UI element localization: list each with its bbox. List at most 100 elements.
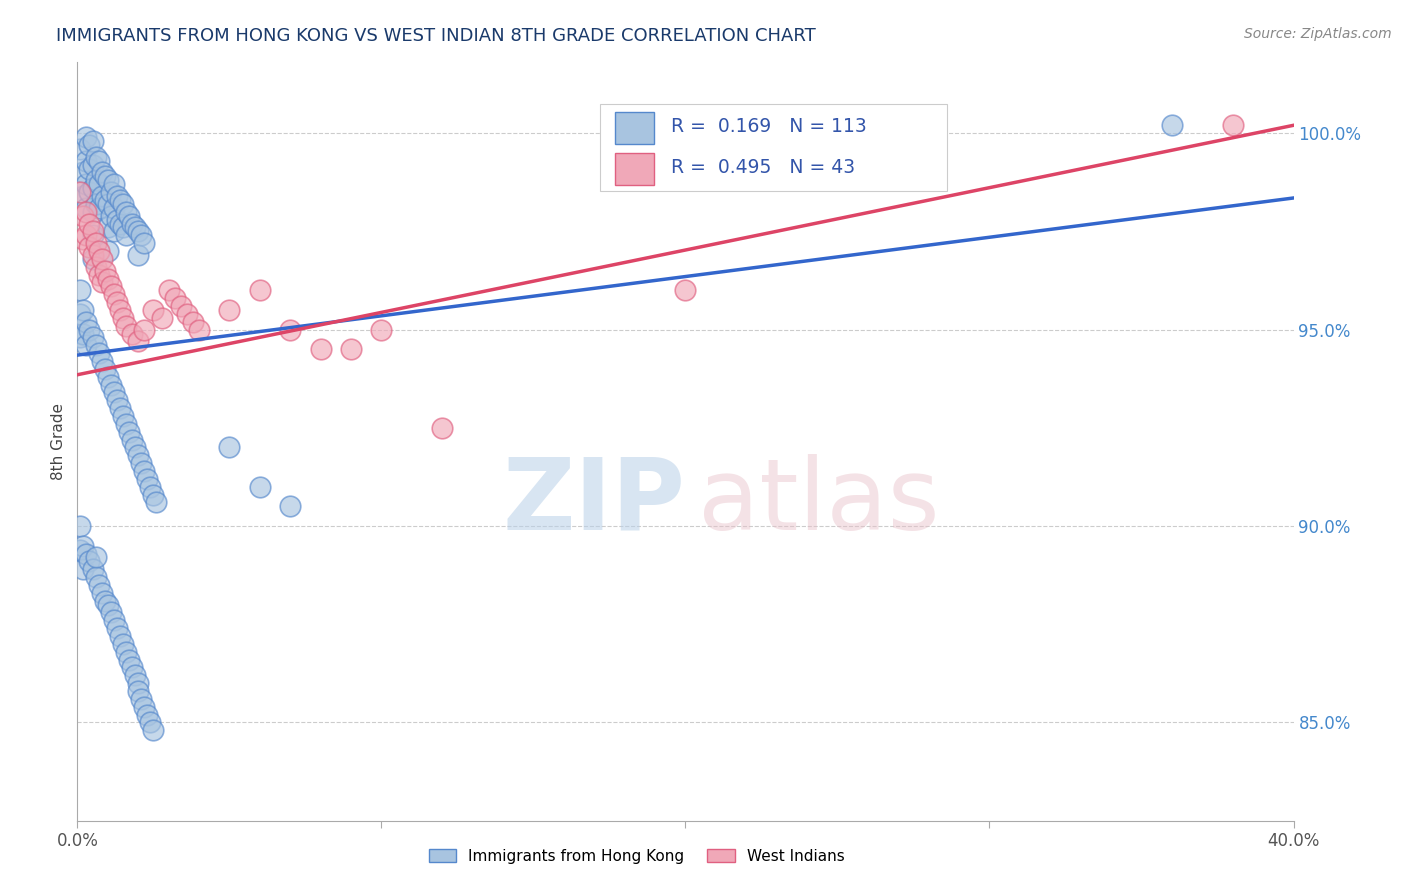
Point bbox=[176, 307, 198, 321]
Point bbox=[97, 598, 120, 612]
Point bbox=[84, 173, 107, 187]
Point bbox=[72, 232, 94, 246]
Point bbox=[134, 464, 156, 478]
Point bbox=[103, 613, 125, 627]
Point bbox=[105, 212, 128, 227]
Point bbox=[69, 307, 91, 321]
Point bbox=[79, 161, 101, 176]
Point bbox=[103, 385, 125, 400]
Point bbox=[82, 252, 104, 266]
Point bbox=[121, 660, 143, 674]
Point bbox=[82, 562, 104, 576]
Point bbox=[97, 220, 120, 235]
Point bbox=[90, 276, 112, 290]
Point bbox=[115, 204, 138, 219]
Point bbox=[84, 338, 107, 352]
Point bbox=[430, 421, 453, 435]
Point bbox=[93, 362, 115, 376]
Point bbox=[134, 322, 156, 336]
Point bbox=[105, 621, 128, 635]
Point bbox=[82, 181, 104, 195]
Point bbox=[278, 500, 301, 514]
Point bbox=[111, 197, 134, 211]
Point bbox=[69, 519, 91, 533]
Text: ZIP: ZIP bbox=[502, 454, 686, 550]
Point bbox=[124, 668, 146, 682]
Y-axis label: 8th Grade: 8th Grade bbox=[51, 403, 66, 480]
Point bbox=[136, 707, 159, 722]
Point bbox=[75, 153, 97, 168]
Point bbox=[218, 441, 240, 455]
Point bbox=[90, 354, 112, 368]
Point bbox=[69, 330, 91, 344]
Point bbox=[93, 169, 115, 184]
Point bbox=[100, 209, 122, 223]
Point bbox=[100, 185, 122, 199]
Point bbox=[249, 480, 271, 494]
Point bbox=[82, 204, 104, 219]
Point bbox=[97, 197, 120, 211]
Point bbox=[163, 291, 186, 305]
Point bbox=[111, 310, 134, 325]
Point bbox=[309, 343, 332, 357]
Point bbox=[1222, 118, 1244, 132]
Point bbox=[75, 130, 97, 145]
Point bbox=[115, 417, 138, 431]
Point bbox=[75, 178, 97, 192]
Point bbox=[134, 236, 156, 251]
Point bbox=[87, 346, 110, 360]
Point bbox=[121, 433, 143, 447]
Point bbox=[142, 487, 165, 501]
Point bbox=[84, 260, 107, 274]
Point bbox=[103, 224, 125, 238]
Point bbox=[87, 201, 110, 215]
Point bbox=[69, 142, 91, 156]
Point bbox=[87, 578, 110, 592]
Point bbox=[84, 236, 107, 251]
Point bbox=[69, 283, 91, 297]
Point bbox=[170, 299, 193, 313]
Point bbox=[127, 224, 149, 238]
Point bbox=[87, 244, 110, 258]
Point bbox=[121, 326, 143, 341]
Point bbox=[97, 173, 120, 187]
Point bbox=[75, 547, 97, 561]
Point bbox=[370, 322, 392, 336]
Point bbox=[124, 441, 146, 455]
Text: R =  0.495   N = 43: R = 0.495 N = 43 bbox=[671, 158, 855, 177]
FancyBboxPatch shape bbox=[614, 153, 654, 185]
Point bbox=[142, 302, 165, 317]
Point bbox=[127, 334, 149, 349]
Point bbox=[115, 645, 138, 659]
Point bbox=[87, 268, 110, 282]
Point bbox=[72, 562, 94, 576]
Point bbox=[82, 228, 104, 243]
Point bbox=[75, 338, 97, 352]
Point bbox=[82, 224, 104, 238]
Point bbox=[249, 283, 271, 297]
Point bbox=[139, 715, 162, 730]
Point bbox=[129, 456, 152, 470]
Point bbox=[127, 684, 149, 698]
Point bbox=[118, 425, 141, 439]
Point bbox=[93, 593, 115, 607]
Point bbox=[142, 723, 165, 738]
Point bbox=[127, 448, 149, 462]
Point bbox=[72, 189, 94, 203]
Point bbox=[93, 263, 115, 277]
Point bbox=[157, 283, 180, 297]
FancyBboxPatch shape bbox=[614, 112, 654, 145]
Point bbox=[97, 271, 120, 285]
Point bbox=[181, 315, 204, 329]
Point bbox=[139, 480, 162, 494]
Point bbox=[103, 178, 125, 192]
Point bbox=[129, 691, 152, 706]
Point bbox=[111, 220, 134, 235]
Point bbox=[278, 322, 301, 336]
Point bbox=[118, 209, 141, 223]
Point bbox=[127, 676, 149, 690]
Point bbox=[188, 322, 211, 336]
Point bbox=[93, 193, 115, 207]
Point bbox=[79, 137, 101, 152]
Point bbox=[79, 240, 101, 254]
